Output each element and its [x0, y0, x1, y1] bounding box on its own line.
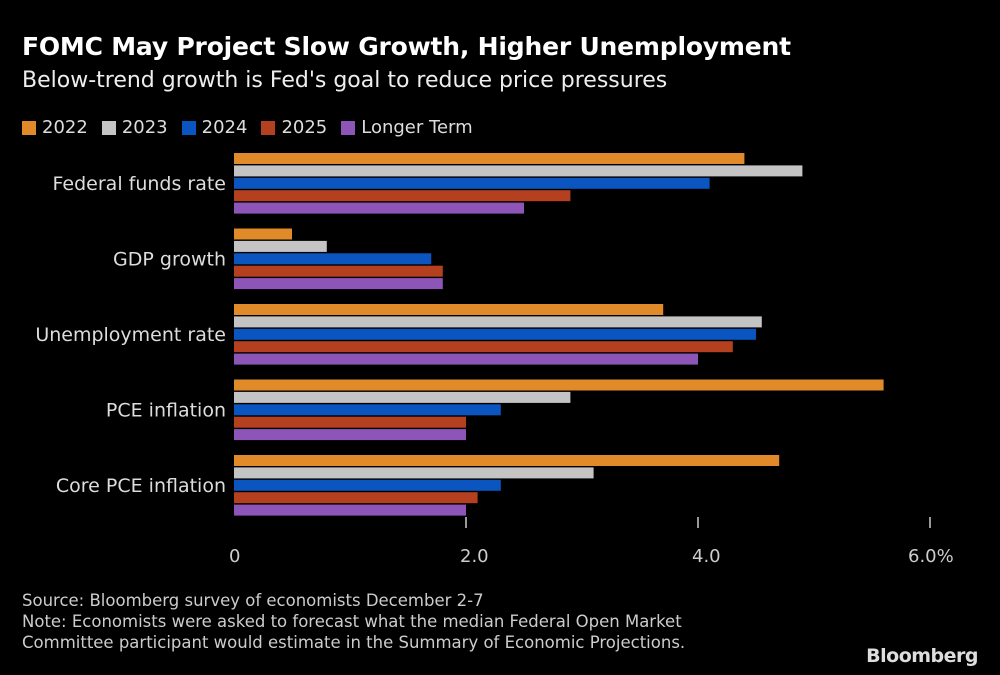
- bar-2024: [234, 404, 501, 416]
- footer: Source: Bloomberg survey of economists D…: [22, 590, 685, 653]
- bar-2022: [234, 228, 292, 240]
- legend-label: 2024: [201, 117, 248, 138]
- bar-longer-term: [234, 429, 466, 441]
- bar-2025: [234, 190, 571, 202]
- bar-2024: [234, 253, 432, 265]
- x-tick-label: 6.0%: [908, 546, 954, 567]
- category-label: Core PCE inflation: [56, 475, 226, 497]
- bar-2023: [234, 467, 594, 479]
- category-label: Federal funds rate: [53, 173, 226, 195]
- legend-swatch: [101, 120, 116, 135]
- legend: 2022 2023 2024 2025 Longer Term: [22, 117, 473, 138]
- bloomberg-logo: Bloomberg: [866, 645, 978, 667]
- bar-2022: [234, 379, 884, 391]
- legend-label: Longer Term: [361, 117, 473, 138]
- x-tick-label: 4.0: [692, 546, 721, 567]
- bar-2024: [234, 328, 756, 340]
- note-line-2: Committee participant would estimate in …: [22, 633, 686, 652]
- legend-swatch: [22, 120, 36, 135]
- chart-subtitle: Below-trend growth is Fed's goal to redu…: [22, 68, 668, 93]
- bar-2022: [234, 304, 664, 315]
- bar-2023: [234, 165, 803, 177]
- bar-2023: [234, 316, 762, 328]
- category-label: Unemployment rate: [35, 324, 226, 346]
- legend-swatch: [181, 120, 196, 135]
- bar-longer-term: [234, 202, 524, 214]
- bar-2023: [234, 391, 571, 403]
- source-note: Source: Bloomberg survey of economists D…: [22, 591, 484, 610]
- bar-longer-term: [234, 504, 466, 516]
- legend-swatch: [261, 120, 276, 135]
- bar-2025: [234, 265, 443, 277]
- legend-item: Longer Term: [341, 117, 473, 138]
- bar-2025: [234, 416, 466, 428]
- x-tick-label: 0: [229, 546, 240, 567]
- bar-longer-term: [234, 353, 698, 365]
- bar-2022: [234, 455, 780, 466]
- category-label: GDP growth: [113, 249, 226, 271]
- bar-2024: [234, 479, 501, 491]
- category-label: PCE inflation: [106, 400, 226, 422]
- bar-2022: [234, 153, 745, 164]
- legend-item: 2025: [261, 117, 327, 138]
- bar-longer-term: [234, 278, 443, 290]
- legend-item: 2024: [181, 117, 248, 138]
- x-tick-label: 2.0: [460, 546, 489, 567]
- legend-item: 2022: [22, 117, 88, 138]
- bar-2025: [234, 341, 733, 353]
- chart-title: FOMC May Project Slow Growth, Higher Une…: [22, 32, 791, 61]
- legend-label: 2025: [281, 117, 328, 138]
- bar-2024: [234, 177, 710, 189]
- legend-item: 2023: [101, 117, 168, 138]
- legend-label: 2022: [42, 117, 88, 138]
- legend-label: 2023: [121, 117, 168, 138]
- legend-swatch: [341, 120, 356, 135]
- bar-2025: [234, 492, 478, 504]
- bar-2023: [234, 240, 327, 252]
- note-line-1: Note: Economists were asked to forecast …: [22, 612, 682, 631]
